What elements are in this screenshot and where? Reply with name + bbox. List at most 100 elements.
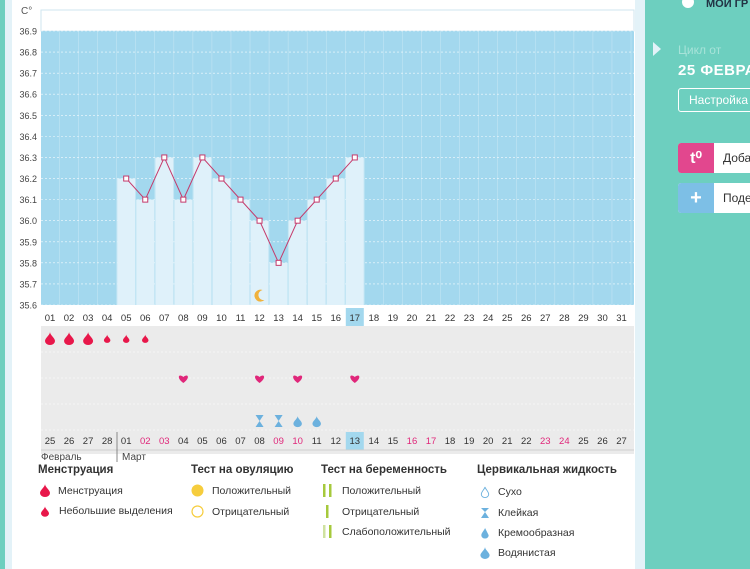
temperature-point (180, 196, 187, 203)
temperature-point (294, 217, 301, 224)
legend-ovulation-title: Тест на овуляцию (191, 464, 294, 476)
y-tick-label: 36.9 (19, 27, 37, 37)
share-label: Поде (723, 191, 750, 205)
legend-label: Слабоположительный (342, 525, 451, 538)
legend-label: Менструация (58, 484, 123, 497)
temp-bar (155, 157, 174, 305)
temperature-point (256, 217, 263, 224)
legend-pregnancy-weak: Слабоположительный (322, 525, 451, 538)
legend-label: Положительный (212, 484, 292, 497)
circle-outline-icon (191, 505, 204, 518)
heart-icon (350, 375, 360, 383)
date-label: 10 (292, 436, 303, 447)
x-tick-label: 16 (330, 313, 341, 324)
legend-label: Водянистая (498, 547, 556, 559)
half-drop-icon (481, 527, 489, 539)
blood-drop-icon (45, 332, 55, 345)
temp-bar (307, 199, 326, 305)
legend-spotting-item: Небольшие выделения (41, 505, 173, 517)
x-tick-label: 06 (140, 313, 151, 324)
date-label: 21 (502, 436, 513, 447)
temp-bar (136, 199, 155, 305)
date-label: 02 (140, 436, 151, 447)
legend-label: Отрицательный (342, 505, 420, 518)
blood-drop-icon (40, 484, 50, 497)
temp-bar (174, 199, 193, 305)
legend-label: Небольшие выделения (59, 505, 173, 517)
legend-ovulation-negative: Отрицательный (191, 505, 289, 518)
x-tick-label: 19 (388, 313, 399, 324)
x-tick-label: 27 (540, 313, 551, 324)
date-label: 04 (178, 436, 189, 447)
blood-drop-icon (83, 332, 94, 345)
double-bar-icon (323, 484, 332, 497)
sticky-icon (274, 415, 283, 427)
row-separators (41, 351, 634, 431)
highlight-date-bg (345, 432, 364, 450)
settings-button[interactable]: Настройка (678, 88, 750, 112)
legend-cervical-dry: Сухо (480, 486, 522, 498)
x-tick-label: 09 (197, 313, 208, 324)
temp-bar (193, 157, 212, 305)
y-tick-label: 36.7 (19, 69, 37, 79)
date-label: 23 (540, 436, 551, 447)
x-tick-label: 02 (64, 313, 75, 324)
symptom-symbols (45, 332, 360, 428)
x-tick-label: 23 (464, 313, 475, 324)
legend-cervical-watery: Водянистая (480, 547, 556, 559)
moon-icon (254, 289, 265, 302)
y-tick-label: 36.4 (19, 132, 37, 142)
y-tick-label: 36.1 (19, 195, 37, 205)
x-tick-label: 12 (254, 313, 265, 324)
temperature-point (332, 175, 339, 182)
date-label: 28 (102, 436, 113, 447)
small-blood-drop-icon (103, 334, 111, 343)
circle-filled-icon (191, 484, 204, 497)
x-tick-label: 15 (311, 313, 322, 324)
date-label: 05 (197, 436, 208, 447)
legend-label: Сухо (498, 486, 522, 498)
x-tick-label: 11 (236, 313, 246, 324)
x-tick-label: 03 (83, 313, 94, 324)
legend-pregnancy-positive: Положительный (322, 484, 421, 497)
date-label: 19 (464, 436, 475, 447)
date-label: 22 (521, 436, 532, 447)
y-axis-ticks: 36.9 36.8 36.7 36.6 36.5 36.4 36.3 36.2 36.1 36.0… (19, 27, 37, 311)
symptoms-area (41, 326, 634, 454)
x-tick-label: 22 (445, 313, 456, 324)
temp-bar (269, 262, 288, 305)
y-tick-label: 36.6 (19, 90, 37, 100)
add-temperature-button[interactable]: t⁰ Доба (678, 143, 750, 173)
temp-bar (117, 178, 136, 305)
temp-bar (288, 220, 307, 305)
date-label: 14 (369, 436, 380, 447)
x-tick-label: 29 (578, 313, 589, 324)
sticky-icon (255, 415, 264, 427)
date-label: 18 (445, 436, 456, 447)
date-label: 08 (254, 436, 265, 447)
x-tick-label: 08 (178, 313, 189, 324)
y-tick-label: 35.7 (19, 279, 37, 289)
cycle-date: 25 ФЕВРА (678, 62, 750, 79)
water-drop-icon (480, 547, 490, 559)
my-charts-tab[interactable]: МОИ ГР (678, 0, 750, 14)
small-blood-drop-icon (41, 505, 49, 517)
temperature-point (275, 259, 282, 266)
temp-bar (326, 178, 345, 305)
add-temperature-label: Доба (723, 151, 750, 165)
date-label: 16 (407, 436, 418, 447)
small-blood-drop-icon (122, 334, 130, 343)
share-button[interactable]: + Поде (678, 183, 750, 213)
temp-bar (212, 178, 231, 305)
temperature-point (142, 196, 149, 203)
y-tick-label: 36.3 (19, 153, 37, 163)
temperature-point (351, 154, 358, 161)
legend-pregnancy-title: Тест на беременность (321, 464, 447, 476)
x-tick-label: 10 (216, 313, 227, 324)
plus-icon: + (678, 183, 714, 213)
temperature-point (237, 196, 244, 203)
single-bar-icon (326, 505, 329, 518)
month-feb: Февраль (41, 452, 82, 463)
double-bar-faint-icon (323, 525, 332, 538)
temperature-point (313, 196, 320, 203)
